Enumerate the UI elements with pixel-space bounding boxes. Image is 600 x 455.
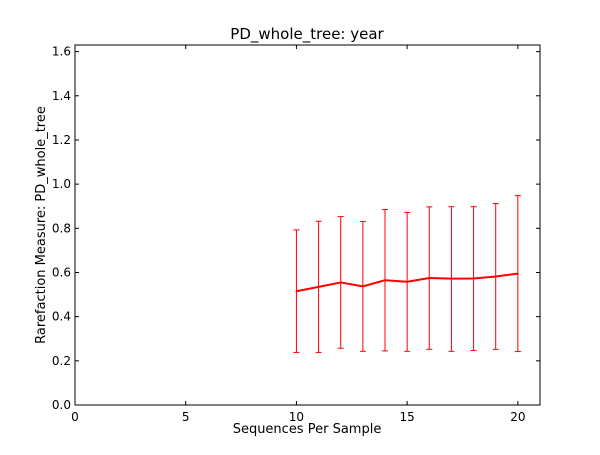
data-point [339, 281, 342, 284]
y-tick-label: 0.0 [52, 398, 71, 412]
y-tick-label: 0.4 [52, 310, 71, 324]
y-tick-label: 1.6 [52, 45, 71, 59]
x-axis-label: Sequences Per Sample [233, 422, 382, 437]
data-point [450, 277, 453, 280]
y-tick-label: 1.0 [52, 177, 71, 191]
data-point [362, 285, 364, 288]
y-tick-label: 0.8 [52, 221, 71, 235]
x-tick-label: 5 [182, 410, 190, 424]
y-tick-label: 1.2 [52, 133, 71, 147]
data-point [428, 277, 431, 279]
x-tick-label: 0 [71, 410, 79, 424]
data-point [517, 272, 519, 275]
x-tick-label: 10 [289, 410, 304, 424]
plot-area: 0 5 10 15 20 0.0 0.2 0.4 0.6 0.8 1.0 1.2 1.4 1.6 [52, 44, 541, 424]
y-tick-label: 1.4 [52, 89, 71, 103]
y-tick-label: 0.6 [52, 265, 71, 279]
data-point [472, 277, 475, 280]
data-point [494, 275, 497, 278]
y-axis-label: Rarefaction Measure: PD_whole_tree [34, 106, 49, 344]
data-point [384, 279, 386, 282]
data-point [406, 280, 408, 283]
plot-frame [74, 44, 541, 406]
data-point [317, 286, 320, 288]
data-point [295, 290, 298, 293]
x-tick-label: 20 [510, 410, 525, 424]
x-tick-label: 15 [400, 410, 415, 424]
chart-title: PD_whole_tree: year [230, 25, 384, 44]
y-tick-label: 0.2 [52, 354, 71, 368]
